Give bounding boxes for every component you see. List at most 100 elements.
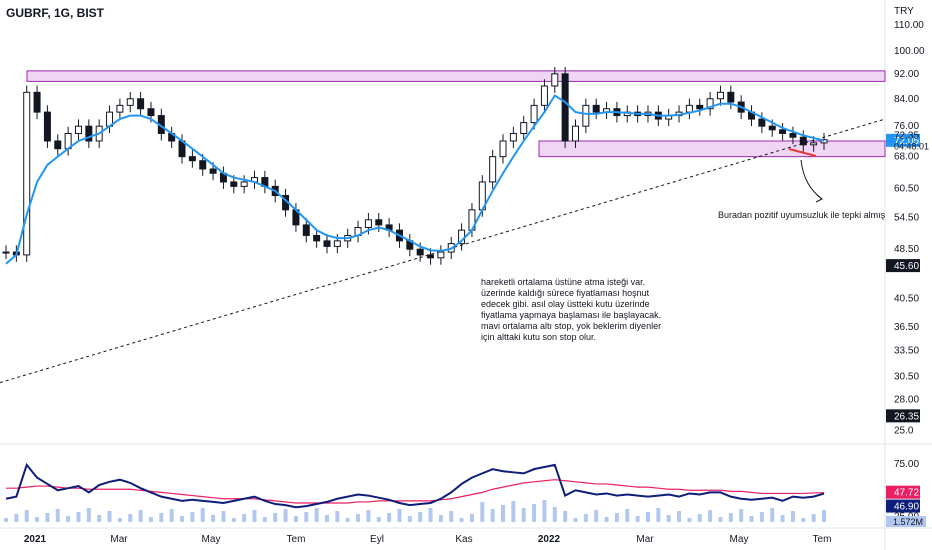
volume-bar [273, 513, 278, 522]
volume-bar [180, 516, 185, 522]
volume-bar [262, 517, 267, 522]
candle-body [333, 240, 341, 247]
ma-price-tag: 72.05 [894, 136, 919, 147]
volume-bar [728, 513, 733, 522]
signal-value: 47.72 [894, 488, 919, 499]
signal-line [6, 479, 825, 504]
volume-bar [490, 509, 495, 522]
currency-label: TRY [894, 6, 914, 17]
candle-body [571, 125, 579, 142]
time-tick-label: 2022 [538, 534, 561, 545]
volume-bar [583, 514, 588, 522]
volume-bar [532, 504, 537, 522]
volume-bar [200, 508, 205, 522]
rsi-value: 46.90 [894, 502, 919, 513]
candle-body [499, 140, 507, 158]
volume-bar [656, 508, 661, 522]
volume-bar [76, 512, 81, 522]
candle-body [313, 234, 321, 242]
annotation-arrow [800, 159, 823, 200]
candle-body [706, 98, 714, 110]
candle-body [74, 125, 82, 134]
price-tick-label: 84.00 [894, 94, 919, 105]
volume-bar [739, 509, 744, 522]
volume-bar [335, 511, 340, 522]
price-tick-label: 33.50 [894, 346, 919, 357]
volume-bar [542, 500, 547, 522]
candle-body [364, 219, 372, 229]
volume-bar [759, 512, 764, 522]
volume-bar [252, 510, 257, 522]
low2-price-tag: 26.35 [894, 411, 919, 422]
candle-body [758, 118, 766, 127]
volume-bar [666, 515, 671, 522]
candle-body [799, 136, 807, 146]
volume-bar [687, 518, 692, 522]
volume-value: 1.572M [893, 517, 923, 527]
time-tick-label: Mar [110, 534, 128, 545]
signal-value-bg [886, 485, 920, 499]
volume-bar [449, 511, 454, 522]
candle-body [779, 129, 787, 134]
note-line: hareketli ortalama üstüne atma isteği va… [481, 277, 646, 287]
time-tick-label: Mar [636, 534, 654, 545]
volume-bar [749, 516, 754, 522]
price-tick-label: 25.0 [894, 426, 914, 437]
volume-bar [211, 515, 216, 522]
volume-bar [614, 513, 619, 522]
volume-bar [697, 514, 702, 522]
candle-body [416, 248, 424, 256]
candle-body [530, 104, 538, 124]
note-line: edecek gibi. asıl olay üstteki kutu üzer… [481, 299, 650, 309]
volume-bar [428, 508, 433, 522]
volume-bar [563, 511, 568, 522]
candle-body [302, 224, 310, 236]
price-tick-label: 76.00 [894, 121, 919, 132]
volume-bar [573, 518, 578, 522]
volume-bar [159, 513, 164, 522]
symbol-title: GUBRF, 1G, BIST [6, 6, 105, 20]
price-tick-label: 92.00 [894, 69, 919, 80]
volume-bar [86, 508, 91, 522]
candle-body [489, 156, 497, 183]
volume-bar [24, 510, 29, 522]
candle-body [685, 104, 693, 113]
price-tick-label: 60.50 [894, 184, 919, 195]
price-tick-label: 40.50 [894, 294, 919, 305]
candle-body [323, 240, 331, 247]
time-tick-label: Tem [813, 534, 832, 545]
volume-bar [221, 511, 226, 522]
volume-bar [35, 517, 40, 522]
time-tick-label: May [202, 534, 221, 545]
candle-body [696, 104, 704, 110]
candle-body [509, 132, 517, 142]
volume-bar [521, 508, 526, 522]
candle-body [727, 91, 735, 103]
volume-value-bg [886, 516, 926, 527]
candle-body [2, 251, 10, 254]
volume-bar [770, 508, 775, 522]
volume-bar [718, 517, 723, 522]
volume-bar [387, 513, 392, 522]
annotation-text: Buradan pozitif uyumsuzluk ile tepki alm… [718, 210, 886, 220]
volume-bar [97, 515, 102, 522]
volume-bar [459, 518, 464, 522]
candle-body [437, 251, 445, 259]
volume-bar [811, 514, 816, 522]
volume-bar [66, 516, 71, 522]
volume-bar [366, 510, 371, 522]
candle-body [147, 108, 155, 117]
time-tick-label: 2021 [24, 534, 47, 545]
volume-bar [397, 509, 402, 522]
volume-bar [169, 509, 174, 522]
rsi-line [5, 462, 825, 509]
volume-bar [190, 512, 195, 522]
rsi-value-bg [886, 499, 920, 513]
volume-bar [511, 501, 516, 522]
annotation-arrowhead [815, 194, 823, 203]
resistance-box [26, 70, 886, 82]
candle-body [116, 104, 124, 113]
volume-bar [604, 517, 609, 522]
volume-bar [293, 516, 298, 522]
